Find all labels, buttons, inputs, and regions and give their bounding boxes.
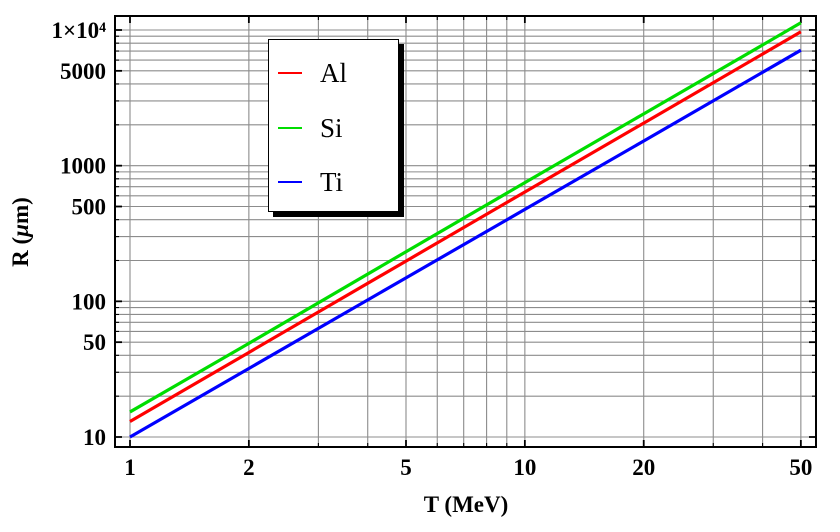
x-tick-label: 10 bbox=[513, 455, 536, 480]
legend-label-ti: Ti bbox=[320, 167, 344, 197]
legend-swatch-al bbox=[278, 72, 302, 74]
x-tick-label: 50 bbox=[789, 455, 812, 480]
legend-swatch-ti bbox=[278, 181, 302, 183]
legend-label-al: Al bbox=[320, 58, 347, 88]
x-tick-label: 2 bbox=[243, 455, 255, 480]
y-tick-label: 5000 bbox=[60, 59, 106, 84]
legend-item-si: Si bbox=[278, 113, 394, 143]
series-line-ti bbox=[129, 48, 802, 439]
y-tick-label: 10 bbox=[83, 425, 106, 450]
x-tick-label: 20 bbox=[632, 455, 655, 480]
legend-item-al: Al bbox=[278, 58, 394, 88]
y-tick-label: 500 bbox=[72, 195, 107, 220]
y-tick-label: 1000 bbox=[60, 154, 106, 179]
y-tick-label: 50 bbox=[83, 330, 106, 355]
legend-swatch-si bbox=[278, 127, 302, 129]
y-tick-label: 1×10⁴ bbox=[51, 18, 106, 43]
x-tick-label: 1 bbox=[124, 455, 136, 480]
x-tick-label: 5 bbox=[400, 455, 412, 480]
legend-item-ti: Ti bbox=[278, 167, 394, 197]
legend: Al Si Ti bbox=[268, 39, 399, 212]
y-axis-label: R (μm) bbox=[8, 197, 33, 267]
y-tick-label: 100 bbox=[72, 289, 107, 314]
series-line-si bbox=[129, 21, 802, 414]
x-axis-label: T (MeV) bbox=[424, 492, 509, 517]
legend-label-si: Si bbox=[320, 113, 343, 143]
series-line-al bbox=[129, 30, 802, 423]
plot-frame bbox=[114, 15, 817, 448]
